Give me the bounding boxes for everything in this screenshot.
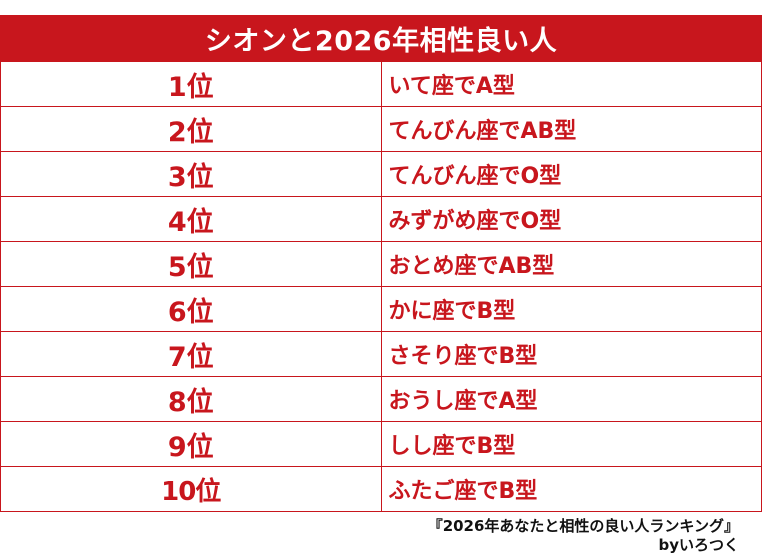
- match-label: おとめ座でAB型: [380, 241, 762, 287]
- match-label: かに座でB型: [380, 286, 762, 332]
- footer-credit: 『2026年あなたと相性の良い人ランキング』 byいろつく: [428, 517, 739, 555]
- ranking-table: シオンと2026年相性良い人 1位 いて座でA型 2位 てんびん座でAB型 3位…: [0, 15, 762, 512]
- match-label: おうし座でA型: [380, 376, 762, 422]
- rank-cell: 1位: [0, 61, 382, 107]
- table-row: 2位 てんびん座でAB型: [0, 106, 762, 152]
- table-row: 3位 てんびん座でO型: [0, 151, 762, 197]
- match-label: いて座でA型: [380, 61, 762, 107]
- match-label: みずがめ座でO型: [380, 196, 762, 242]
- rank-cell: 3位: [0, 151, 382, 197]
- rank-cell: 10位: [0, 466, 382, 512]
- rank-cell: 2位: [0, 106, 382, 152]
- rank-cell: 9位: [0, 421, 382, 467]
- table-row: 4位 みずがめ座でO型: [0, 196, 762, 242]
- rank-cell: 6位: [0, 286, 382, 332]
- page-title: シオンと2026年相性良い人: [0, 15, 762, 62]
- rank-cell: 4位: [0, 196, 382, 242]
- table-row: 6位 かに座でB型: [0, 286, 762, 332]
- byline: byいろつく: [658, 536, 739, 554]
- title-row: シオンと2026年相性良い人: [0, 15, 762, 62]
- table-row: 1位 いて座でA型: [0, 61, 762, 107]
- match-label: ふたご座でB型: [380, 466, 762, 512]
- match-label: てんびん座でAB型: [380, 106, 762, 152]
- source-title: 『2026年あなたと相性の良い人ランキング』: [427, 517, 739, 535]
- table-row: 10位 ふたご座でB型: [0, 466, 762, 512]
- rank-cell: 7位: [0, 331, 382, 377]
- table-row: 8位 おうし座でA型: [0, 376, 762, 422]
- rank-cell: 8位: [0, 376, 382, 422]
- table-row: 7位 さそり座でB型: [0, 331, 762, 377]
- match-label: てんびん座でO型: [380, 151, 762, 197]
- table-row: 5位 おとめ座でAB型: [0, 241, 762, 287]
- match-label: さそり座でB型: [380, 331, 762, 377]
- match-label: しし座でB型: [380, 421, 762, 467]
- rank-cell: 5位: [0, 241, 382, 287]
- table-row: 9位 しし座でB型: [0, 421, 762, 467]
